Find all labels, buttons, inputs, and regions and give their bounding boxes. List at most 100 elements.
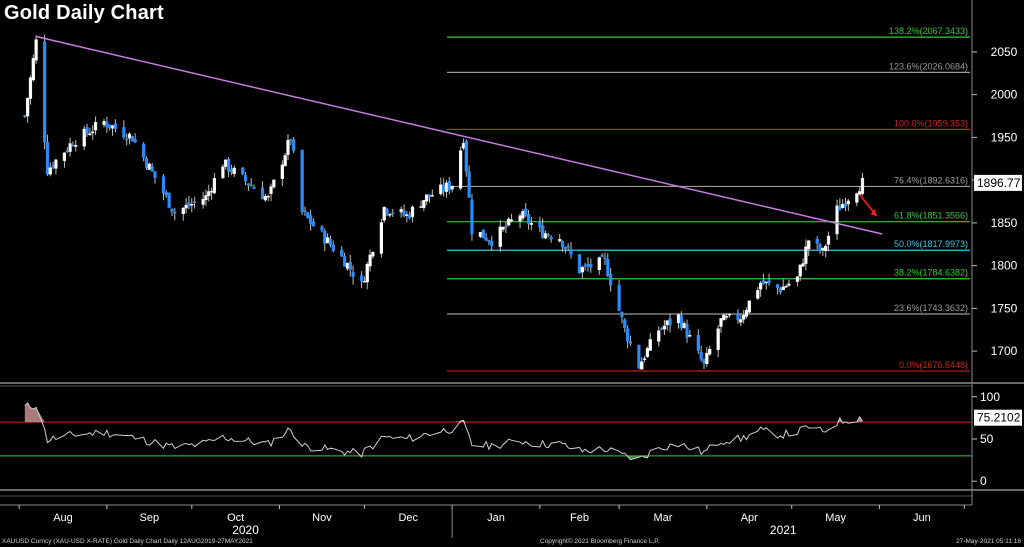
candle (127, 132, 132, 145)
candle (382, 206, 386, 223)
candle (628, 335, 633, 347)
candle-body-up (450, 186, 454, 190)
rsi-overbought-fill (24, 403, 863, 423)
candle-body-down (43, 41, 47, 142)
candle (184, 198, 188, 214)
year-label-0: 2020 (232, 523, 259, 537)
candle (781, 279, 785, 291)
candles (23, 34, 865, 370)
candle-body-up (371, 251, 375, 257)
candle (841, 199, 845, 209)
candle (725, 312, 729, 320)
month-label-0: Aug (53, 512, 73, 524)
candle-body-down (628, 341, 633, 344)
candle (521, 208, 525, 221)
candle-body-up (430, 195, 434, 197)
candle-body-down (467, 171, 471, 198)
candle (784, 284, 788, 288)
candle-body-down (702, 359, 706, 364)
candle (272, 179, 276, 189)
candle (642, 355, 647, 363)
candle-body-down (226, 158, 231, 172)
candle-body-down (105, 121, 109, 128)
candle-body-up (68, 143, 72, 152)
candle (388, 213, 392, 218)
candle-body-up (719, 318, 723, 327)
candle (459, 146, 463, 191)
candle (343, 252, 347, 267)
candle-body-down (569, 248, 573, 255)
candle (529, 217, 533, 231)
candle-body-up (747, 300, 751, 313)
candle (252, 184, 256, 190)
candle-body-down (153, 171, 157, 178)
candle (260, 181, 265, 200)
candle-body-up (597, 257, 601, 271)
candle (150, 163, 154, 172)
candle (586, 257, 590, 272)
candle-body-up (88, 133, 92, 136)
candle-body-up (184, 204, 188, 209)
candle (130, 135, 134, 142)
candle (427, 194, 432, 203)
candle (351, 265, 355, 285)
candle-body-down (818, 244, 822, 251)
candle-body-down (427, 194, 432, 197)
candle-body-down (524, 208, 528, 216)
candle (569, 242, 573, 259)
candle (368, 249, 372, 272)
candle (702, 358, 706, 370)
candle-body-down (229, 169, 233, 173)
fib-label-1: 123.6%(2026.0684) (889, 61, 968, 71)
candle (558, 234, 562, 243)
candle-body-up (742, 314, 746, 320)
candle-body-up (501, 227, 505, 230)
candle-body-up (379, 222, 383, 254)
candle (122, 120, 126, 140)
candle (716, 325, 720, 358)
candle-body-down (546, 234, 550, 236)
candle-body-down (408, 214, 412, 219)
candle (727, 313, 732, 318)
candle-body-down (761, 280, 766, 285)
candle-body-up (518, 215, 522, 222)
candle (142, 142, 146, 162)
rsi-oversold-fill (24, 455, 863, 460)
candle-body-up (224, 159, 228, 167)
candle (68, 137, 72, 157)
footer-source: XAUUSD Curncy (XAU-USD X-RATE) Gold Dail… (2, 538, 253, 545)
candle-body-down (303, 210, 307, 213)
candle-body-up (147, 163, 151, 170)
candle-body-up (648, 339, 652, 351)
candle-body-up (708, 349, 712, 355)
candle (668, 313, 672, 333)
candle (507, 217, 511, 227)
candle (563, 246, 567, 254)
candle-body-up (478, 232, 483, 237)
candle (303, 206, 307, 216)
candle (405, 211, 409, 223)
candle-body-down (71, 144, 75, 147)
candle-body-down (560, 240, 565, 248)
candle (153, 171, 157, 184)
candle-body-down (659, 328, 664, 330)
candle-body-down (167, 192, 171, 208)
candle-body-up (405, 214, 409, 216)
candle-body-down (246, 183, 250, 186)
candle-body-down (385, 208, 389, 214)
candle-body-down (133, 139, 137, 143)
candle (577, 253, 582, 274)
candle (835, 199, 839, 240)
month-label-8: Apr (741, 512, 758, 524)
candle (798, 264, 802, 281)
candle (708, 345, 712, 356)
candle (359, 271, 364, 289)
candle-body-up (798, 264, 802, 277)
fib-label-3: 76.4%(1892.6316) (894, 175, 968, 185)
candle-body-down (328, 239, 333, 246)
candle-body-up (461, 143, 466, 149)
candle-body-up (787, 283, 791, 286)
candle (51, 161, 55, 170)
candle (699, 345, 703, 362)
candle-body-down (108, 124, 112, 129)
